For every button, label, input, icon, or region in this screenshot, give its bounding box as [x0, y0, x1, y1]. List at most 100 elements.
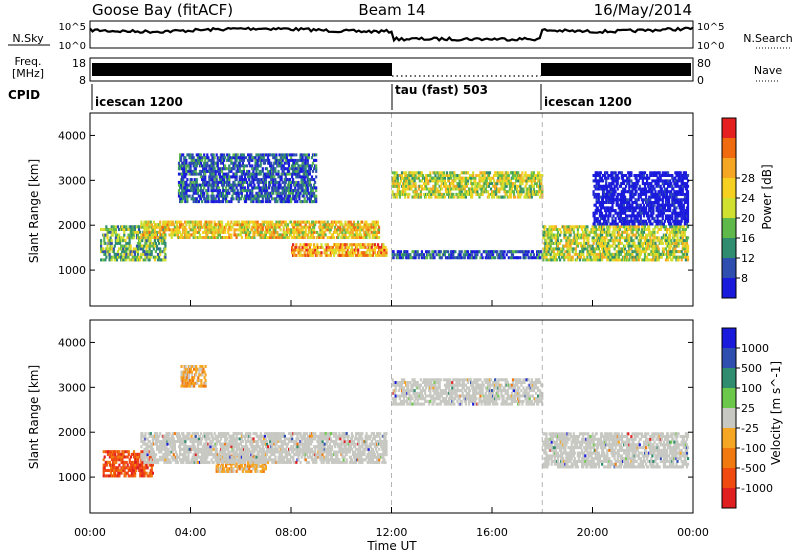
echo-cell [413, 171, 416, 175]
echo-cell [452, 182, 455, 186]
echo-cell [520, 187, 523, 191]
echo-cell [594, 192, 597, 196]
echo-cell [393, 253, 396, 257]
echo-cell [235, 156, 238, 160]
echo-cell [436, 171, 439, 175]
echo-cell [284, 175, 287, 179]
echo-cell [242, 153, 245, 157]
echo-cell [237, 194, 240, 198]
echo-cell [409, 253, 412, 257]
echo-cell [231, 225, 234, 229]
echo-cell [305, 248, 308, 252]
echo-cell [548, 247, 551, 251]
echo-cell [599, 184, 602, 188]
echo-cell [150, 250, 153, 254]
echo-cell [270, 233, 273, 237]
echo-cell [194, 167, 197, 171]
echo-cell [204, 178, 207, 182]
echo-cell [235, 186, 238, 190]
echo-cell [481, 192, 484, 196]
echo-cell [420, 187, 423, 191]
echo-cell [359, 223, 362, 227]
echo-cell [594, 230, 597, 234]
echo-cell [531, 250, 534, 254]
echo-cell [199, 197, 203, 201]
echo-cell [502, 176, 505, 180]
echo-cell [368, 233, 371, 237]
echo-cell [225, 225, 228, 229]
echo-cell [493, 190, 496, 194]
echo-cell [595, 174, 598, 177]
echo-cell [680, 230, 683, 234]
cpid-row: CPID icescan 1200 tau (fast) 503 icescan… [8, 83, 632, 110]
echo-cell [427, 179, 430, 183]
echo-cell [458, 184, 461, 188]
echo-cell [306, 186, 309, 190]
echo-cell [272, 191, 275, 195]
echo-cell [195, 172, 198, 176]
echo-cell [266, 225, 270, 229]
echo-cell [251, 167, 254, 171]
echo-cell [543, 236, 546, 240]
echo-cell [271, 189, 274, 193]
echo-cell [287, 164, 291, 168]
echo-cell [686, 236, 690, 240]
echo-cell [296, 223, 299, 227]
echo-cell [207, 200, 210, 204]
echo-cell [228, 233, 231, 237]
echo-cell [309, 248, 313, 252]
echo-cell [618, 236, 621, 240]
echo-cell [125, 241, 128, 245]
echo-cell [592, 236, 595, 240]
echo-cell [353, 225, 356, 229]
echo-cell [606, 250, 609, 254]
echo-cell [539, 187, 542, 191]
echo-cell [627, 225, 630, 229]
echo-cell [284, 200, 287, 204]
echo-cell [132, 236, 135, 240]
echo-cell [376, 253, 379, 257]
echo-cell [302, 158, 305, 162]
echo-cell [356, 245, 359, 249]
echo-cell [606, 252, 609, 256]
echo-cell [226, 180, 229, 184]
echo-cell [550, 258, 553, 262]
echo-cell [631, 228, 634, 231]
echo-cell [304, 233, 307, 237]
echo-cell [637, 228, 640, 231]
echo-cell [118, 255, 121, 259]
echo-cell [177, 220, 181, 224]
echo-cell [431, 187, 434, 191]
echo-cell [426, 176, 429, 180]
echo-cell [605, 255, 608, 259]
echo-cell [419, 195, 422, 199]
echo-cell [484, 182, 487, 186]
echo-cell [666, 230, 669, 234]
echo-cell [620, 258, 624, 262]
echo-cell [434, 182, 437, 186]
echo-cell [210, 158, 213, 162]
echo-cell [666, 228, 669, 231]
echo-cell [136, 230, 140, 234]
echo-cell [184, 225, 187, 229]
echo-cell [111, 233, 114, 237]
echo-cell [159, 236, 162, 240]
echo-cell [433, 190, 436, 194]
echo-cell [208, 169, 211, 173]
echo-cell [657, 258, 660, 262]
echo-cell [237, 220, 240, 224]
echo-cell [318, 245, 321, 249]
echo-cell [326, 248, 329, 252]
echo-cell [341, 243, 344, 247]
echo-cell [265, 189, 269, 193]
echo-cell [168, 228, 171, 232]
echo-cell [586, 228, 589, 231]
echo-cell [279, 183, 282, 187]
echo-cell [634, 255, 637, 259]
echo-cell [257, 225, 260, 229]
echo-cell [199, 153, 203, 157]
echo-cell [212, 158, 215, 162]
echo-cell [315, 175, 318, 179]
echo-cell [539, 195, 542, 199]
echo-cell [275, 191, 278, 195]
